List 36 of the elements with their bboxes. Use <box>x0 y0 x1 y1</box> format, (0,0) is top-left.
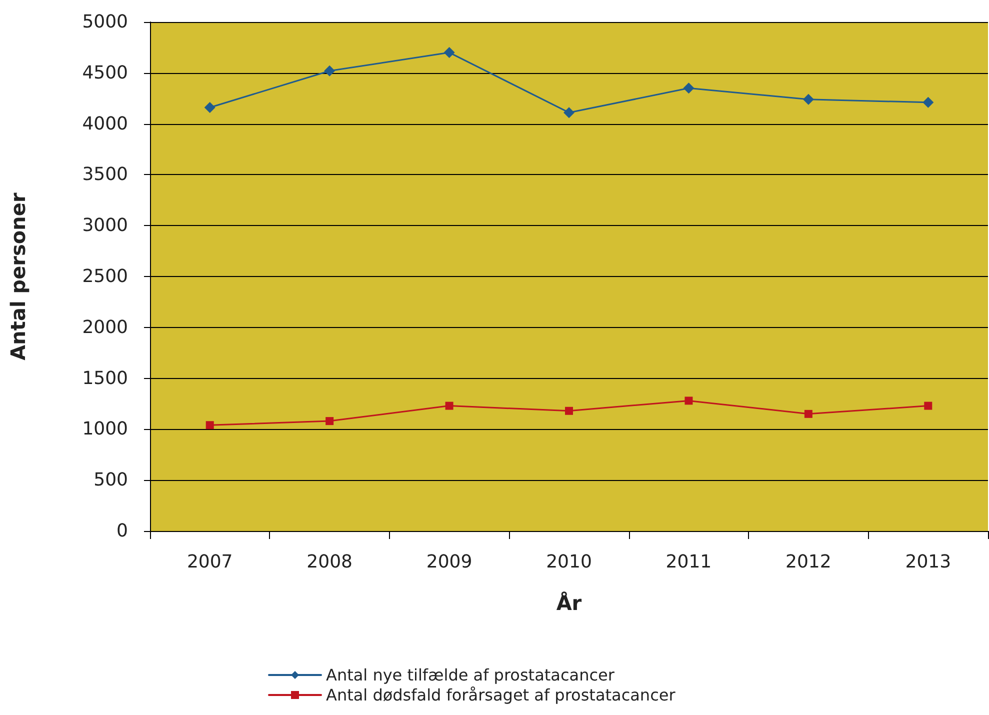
point <box>564 107 574 118</box>
point <box>326 417 334 426</box>
y-tick-label: 2500 <box>82 266 128 287</box>
x-tick-label: 2010 <box>546 552 592 572</box>
x-tick-label: 2012 <box>786 552 832 572</box>
point <box>924 402 932 410</box>
point <box>922 96 934 108</box>
point <box>804 410 812 418</box>
y-tick-label: 500 <box>94 470 128 491</box>
y-tick-label: 1000 <box>82 418 128 440</box>
legend-label: Antal dødsfald forårsaget af prostatacancer <box>326 686 676 704</box>
y-tick-label: 4500 <box>82 62 128 84</box>
y-tick-label: 0 <box>116 520 128 542</box>
x-axis-title: År <box>556 591 582 615</box>
point <box>206 421 214 430</box>
point <box>683 82 694 94</box>
x-tick-label: 2008 <box>306 552 352 572</box>
point <box>445 402 454 410</box>
point <box>444 47 455 58</box>
x-tick-label: 2013 <box>905 552 952 572</box>
x-tick-label: 2011 <box>666 552 712 572</box>
point <box>684 396 693 405</box>
x-tick-label: 2009 <box>426 552 472 572</box>
point <box>565 406 573 415</box>
y-tick-label: 4000 <box>82 113 128 134</box>
y-tick-label: 5000 <box>82 12 128 32</box>
y-tick-label: 2000 <box>82 316 128 338</box>
y-tick-label: 3000 <box>82 215 128 236</box>
point <box>802 94 814 105</box>
legend-label: Antal nye tilfælde af prostatacancer <box>326 666 615 684</box>
y-tick-label: 1500 <box>82 368 128 389</box>
point <box>204 102 216 114</box>
y-tick-label: 3500 <box>82 164 128 186</box>
y-axis-title: Antal personer <box>6 192 30 360</box>
point <box>324 65 336 76</box>
x-tick-label: 2007 <box>186 552 233 572</box>
